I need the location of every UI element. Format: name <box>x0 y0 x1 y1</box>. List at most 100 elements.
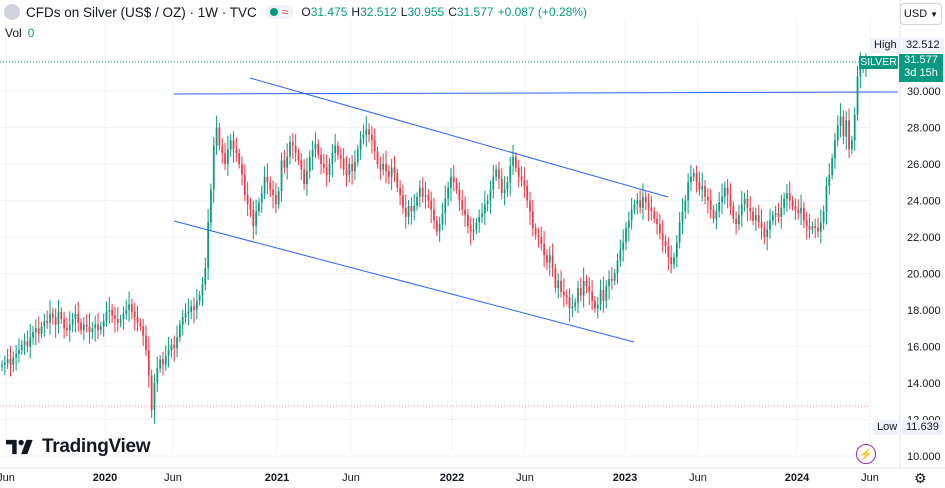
candle-body <box>481 213 483 217</box>
candle-body <box>102 320 105 327</box>
candle-body <box>546 255 548 263</box>
candle-body <box>275 195 277 205</box>
candle-body <box>647 202 650 208</box>
candle-body <box>475 222 478 230</box>
candle-body <box>563 291 565 296</box>
candle-body <box>413 205 416 212</box>
candle-body <box>503 189 506 194</box>
y-tick-label: 24.000 <box>907 196 941 208</box>
candle-body <box>311 149 314 157</box>
candle-body <box>757 215 760 223</box>
gear-icon[interactable]: ⚙ <box>914 470 927 486</box>
x-tick-label: 2024 <box>785 472 810 484</box>
candle-body <box>755 215 757 221</box>
candle-body <box>125 310 128 314</box>
x-tick-label: 2022 <box>440 472 464 484</box>
candle-body <box>571 306 574 309</box>
candle-body <box>585 280 588 287</box>
candle-body <box>345 169 348 175</box>
candle-body <box>529 200 531 212</box>
candle-body <box>15 353 17 358</box>
candle-body <box>788 193 791 201</box>
candle-body <box>800 207 802 214</box>
candle-body <box>839 116 842 126</box>
candle-body <box>834 140 836 159</box>
candle-body <box>68 324 71 331</box>
candle-body <box>836 125 839 141</box>
candle-body <box>498 169 500 179</box>
candle-body <box>331 153 334 164</box>
candle-body <box>328 164 331 175</box>
candle-body <box>43 320 46 327</box>
candle-body <box>128 304 130 310</box>
candle-body <box>263 176 266 194</box>
candle-body <box>334 145 337 154</box>
candle-body <box>526 185 529 201</box>
candle-body <box>181 317 184 325</box>
candle-body <box>450 176 452 188</box>
candle-body <box>303 169 305 185</box>
tradingview-watermark[interactable]: TradingView <box>6 436 151 458</box>
candle-body <box>760 222 763 228</box>
candle-body <box>339 154 342 159</box>
candle-body <box>32 331 34 338</box>
symbol-title[interactable]: CFDs on Silver (US$ / OZ) · 1W · TVC <box>26 4 257 20</box>
candle-body <box>509 165 512 183</box>
candle-body <box>243 174 246 196</box>
candle-body <box>701 185 704 190</box>
candle-body <box>591 291 593 301</box>
candle-body <box>675 242 678 258</box>
candle-body <box>769 220 771 230</box>
candle-body <box>156 368 159 383</box>
candle-body <box>387 171 390 177</box>
candle-body <box>320 154 322 164</box>
candle-body <box>625 227 627 243</box>
candle-body <box>690 176 692 183</box>
candle-body <box>317 143 320 155</box>
candle-body <box>308 156 311 172</box>
candle-body <box>399 187 401 196</box>
candle-body <box>37 328 40 334</box>
candle-body <box>472 229 475 232</box>
candle-body <box>373 140 376 152</box>
candle-body <box>729 195 732 206</box>
candle-body <box>108 310 111 312</box>
candle-body <box>732 205 735 219</box>
currency-label: USD <box>903 8 928 20</box>
resistance-line <box>173 91 899 95</box>
candle-body <box>167 350 170 356</box>
candle-body <box>162 359 164 365</box>
candle-body <box>424 195 427 197</box>
candle-body <box>359 138 362 150</box>
candle-body <box>119 319 122 323</box>
candle-body <box>740 204 743 216</box>
candle-body <box>661 233 664 241</box>
candle-body <box>351 164 353 172</box>
market-status-badge[interactable]: ≈ <box>264 5 294 19</box>
candle-body <box>238 153 241 164</box>
candle-body <box>636 200 639 205</box>
candle-body <box>534 227 537 236</box>
candle-body <box>51 313 54 318</box>
ohlc-value: +0.087 (+0.28%) <box>497 5 587 19</box>
candle-body <box>280 160 283 192</box>
candle-body <box>18 350 20 354</box>
currency-select[interactable]: USD ▼ <box>900 3 942 25</box>
candle-body <box>845 120 848 137</box>
candle-body <box>286 156 289 168</box>
chevron-down-icon: ▼ <box>930 9 939 19</box>
candle-body <box>469 226 472 232</box>
indicator-fx-icon[interactable]: ⚡ <box>856 444 876 464</box>
candle-body <box>766 229 769 237</box>
candle-body <box>111 310 113 316</box>
candle-body <box>435 220 438 232</box>
candle-body <box>780 207 783 217</box>
candle-body <box>145 335 147 351</box>
candle-body <box>379 164 382 170</box>
candle-body <box>613 273 616 281</box>
x-tick-label: Jun <box>342 472 360 484</box>
ohlc-value: 31.475 <box>310 5 348 19</box>
candle-body <box>678 222 681 243</box>
candle-body <box>382 164 385 170</box>
